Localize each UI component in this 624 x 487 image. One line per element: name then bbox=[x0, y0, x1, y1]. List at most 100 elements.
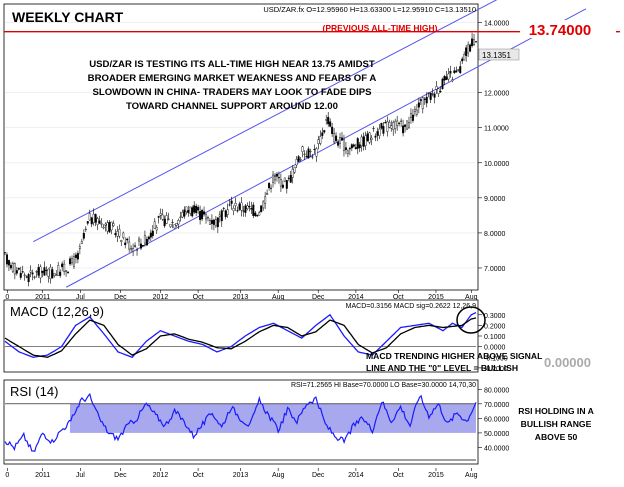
price-candle bbox=[33, 275, 36, 280]
x-tick-label: 2014 bbox=[348, 294, 364, 301]
macd-y-tick-label: 0.3000 bbox=[484, 313, 506, 320]
rsi-y-tick-label: 60.0000 bbox=[484, 416, 509, 423]
price-candle bbox=[449, 65, 452, 78]
price-candle bbox=[208, 218, 211, 225]
macd-y-tick-label: 0.0000 bbox=[484, 345, 506, 352]
price-candle bbox=[27, 272, 30, 287]
price-candle bbox=[138, 236, 141, 247]
commentary-line: BROADER EMERGING MARKET WEAKNESS AND FEA… bbox=[88, 73, 377, 84]
price-candle bbox=[242, 205, 245, 217]
price-candle bbox=[295, 156, 298, 168]
price-candles bbox=[3, 32, 478, 287]
price-candle bbox=[236, 206, 239, 213]
price-candle bbox=[461, 56, 464, 65]
price-candle bbox=[386, 116, 389, 137]
price-candle bbox=[346, 149, 349, 158]
rsi-annotation-line: BULLISH RANGE bbox=[521, 419, 592, 429]
price-candle bbox=[266, 189, 269, 196]
price-candle bbox=[230, 196, 233, 210]
price-candle bbox=[21, 265, 24, 274]
chart-title: WEEKLY CHART bbox=[12, 9, 124, 25]
rsi-y-tick-label: 50.0000 bbox=[484, 431, 509, 438]
macd-signal-line bbox=[4, 317, 477, 358]
price-candle bbox=[134, 242, 137, 248]
price-candle bbox=[120, 239, 123, 247]
price-candle bbox=[78, 243, 81, 255]
price-candle bbox=[39, 264, 42, 284]
price-candle bbox=[337, 139, 340, 148]
last-price-box bbox=[478, 48, 520, 61]
price-y-tick-label: 10.0000 bbox=[484, 161, 509, 168]
price-candle bbox=[43, 261, 46, 276]
price-candle bbox=[425, 92, 428, 108]
price-candle bbox=[71, 255, 74, 266]
price-gridlines bbox=[5, 22, 476, 269]
rsi-annotation: RSI HOLDING IN A BULLISH RANGE ABOVE 50 bbox=[518, 406, 594, 442]
x-tick-label: 2014 bbox=[348, 472, 364, 479]
price-candle bbox=[76, 250, 79, 264]
price-candle bbox=[439, 86, 442, 93]
price-candle bbox=[244, 203, 247, 217]
price-candle bbox=[179, 211, 182, 222]
resistance-value-box bbox=[520, 20, 616, 38]
macd-y-tick-label: 0.1000 bbox=[484, 334, 506, 341]
price-candle bbox=[289, 170, 292, 184]
price-candle bbox=[128, 236, 131, 253]
price-candle bbox=[364, 131, 367, 151]
macd-title: MACD (12,26,9) bbox=[10, 304, 104, 319]
price-candle bbox=[368, 131, 371, 145]
rsi-title: RSI (14) bbox=[10, 384, 58, 399]
last-price-label: 13.1351 bbox=[482, 51, 511, 60]
x-tick-label: Oct bbox=[393, 294, 404, 301]
price-candle bbox=[409, 108, 412, 124]
price-candle bbox=[471, 32, 474, 48]
channel-upper-line bbox=[33, 0, 498, 243]
x-tick-label: 2015 bbox=[428, 472, 444, 479]
x-tick-label: 2013 bbox=[233, 294, 249, 301]
symbol-info: USD/ZAR.fx O=12.95960 H=13.63300 L=12.95… bbox=[263, 5, 476, 14]
price-candle bbox=[283, 177, 286, 183]
price-candle bbox=[136, 247, 139, 256]
macd-line bbox=[4, 312, 477, 359]
price-candle bbox=[327, 112, 330, 127]
price-candle bbox=[203, 206, 206, 217]
price-candle bbox=[384, 119, 387, 124]
price-candle bbox=[429, 92, 432, 103]
price-y-ticks: 7.0000 8.0000 9.0000 10.0000 11.0000 12.0000 1… bbox=[478, 21, 509, 273]
x-tick-label: 2015 bbox=[428, 294, 444, 301]
price-candle bbox=[354, 143, 357, 150]
price-candle bbox=[98, 215, 101, 225]
price-candle bbox=[411, 109, 414, 123]
price-candle bbox=[11, 261, 14, 274]
price-candle bbox=[151, 224, 154, 239]
rsi-y-tick-label: 80.0000 bbox=[484, 387, 509, 394]
price-candle bbox=[157, 215, 160, 224]
price-candle bbox=[435, 81, 438, 95]
rsi-y-tick-label: 40.0000 bbox=[484, 445, 509, 452]
resistance-label: (PREVIOUS ALL-TIME HIGH) bbox=[323, 23, 438, 33]
price-candle bbox=[285, 179, 288, 194]
price-candle bbox=[106, 220, 109, 235]
price-candle bbox=[307, 146, 310, 159]
price-candle bbox=[297, 155, 300, 163]
price-candle bbox=[41, 270, 44, 278]
price-candle bbox=[467, 41, 470, 58]
price-candle bbox=[149, 229, 152, 242]
price-candle bbox=[262, 200, 265, 211]
macd-annotation: MACD TRENDING HIGHER ABOVE SIGNAL LINE AN… bbox=[366, 351, 542, 373]
price-candle bbox=[143, 230, 146, 247]
price-candle bbox=[206, 215, 209, 222]
price-candle bbox=[181, 209, 184, 219]
price-candle bbox=[9, 262, 12, 270]
price-candle bbox=[175, 222, 178, 228]
price-candle bbox=[250, 201, 253, 214]
price-candle bbox=[404, 124, 407, 133]
price-candle bbox=[445, 70, 448, 81]
price-candle bbox=[256, 214, 259, 217]
price-candle bbox=[5, 252, 8, 268]
price-candle bbox=[415, 104, 418, 117]
price-candle bbox=[112, 220, 115, 228]
price-candle bbox=[313, 144, 316, 154]
price-candle bbox=[61, 261, 64, 272]
price-candle bbox=[199, 205, 202, 225]
